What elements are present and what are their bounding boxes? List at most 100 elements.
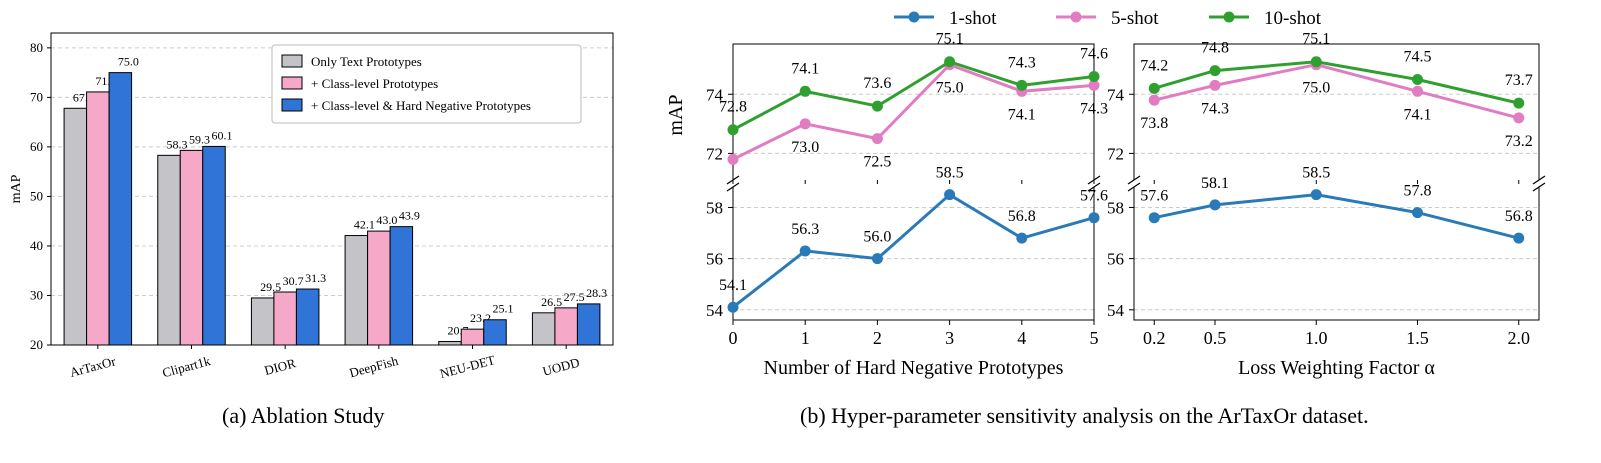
y-tick-label: 30 [30,287,43,302]
data-label: 72.8 [719,99,747,116]
y-tick-label: 80 [30,40,43,55]
x-tick-label: 0.2 [1143,328,1166,348]
legend-entry: Only Text Prototypes [311,54,422,69]
y-tick-label: 58 [706,198,723,217]
x-tick-label: 4 [1017,328,1026,348]
data-label: 73.7 [1505,72,1533,89]
legend-entry: 5-shot [1111,8,1159,29]
legend-box [271,44,582,124]
series-point [727,153,739,165]
data-label: 56.8 [1505,208,1533,225]
axis-break-mark [1532,175,1546,185]
bar-1 [438,341,462,346]
data-label: 74.1 [1404,106,1432,123]
data-label: 54.1 [719,277,747,294]
x-tick-label: NEU-DET [438,352,496,381]
x-tick-label: DeepFish [348,353,400,381]
data-label: 74.5 [1404,48,1432,65]
data-label: 75.0 [936,80,964,97]
y-tick-label: 60 [30,139,43,154]
legend-marker [1070,11,1082,23]
series-point [1148,82,1160,94]
y-tick-label: 40 [30,238,43,253]
series-point [1310,56,1322,68]
y-tick-label: 20 [30,337,43,352]
series-point [1513,97,1525,109]
legend-swatch [281,76,303,90]
bar-value-label: 28.3 [586,286,607,300]
data-label: 73.0 [791,139,819,156]
lower-axes-frame [732,187,1095,321]
axis-break-mark [1532,182,1546,192]
data-label: 56.0 [863,229,891,246]
data-label: 58.5 [1302,165,1330,182]
bar-3 [483,319,507,346]
series-point [1088,71,1100,83]
series-point [1412,85,1423,97]
series-point [1412,73,1423,85]
data-label: 74.6 [1080,46,1108,63]
series-point [871,100,883,112]
bar-1 [63,107,88,346]
series-point [727,301,739,313]
series-point [944,56,956,68]
data-label: 75.0 [1302,80,1330,97]
data-label: 58.5 [936,165,964,182]
ablation-chart: 20304050607080mAP67.871.175.0ArTaxOr58.3… [9,32,614,381]
series-line-1 [732,192,1095,309]
series-point [1310,189,1322,201]
data-label: 74.1 [791,60,819,77]
bar-value-label: 75.0 [118,55,139,69]
x-axis-label: Number of Hard Negative Prototypes [764,357,1064,379]
bar-1 [157,154,181,346]
x-tick-label: 3 [945,328,954,348]
y-tick-label: 54 [706,301,724,320]
x-tick-label: ArTaxOr [68,353,118,380]
data-label: 56.3 [791,221,819,238]
bar-value-label: 58.3 [167,137,188,151]
upper-axes-frame [1133,43,1540,180]
y-tick-label: 72 [706,144,723,163]
x-tick-label: 2.0 [1508,328,1531,348]
series-line-2 [732,62,1095,161]
x-tick-label: DIOR [263,355,298,378]
caption-a: (a) Ablation Study [222,403,385,428]
caption-b: (b) Hyper-parameter sensitivity analysis… [800,403,1369,428]
bar-1 [250,297,275,346]
alpha-panel: 72 74 54 56 58 0.2 0.5 1.0 1.5 2.0 Loss Weighting … [1107,31,1546,379]
x-tick-label: UODD [541,355,581,379]
x-tick-label: 0.5 [1204,328,1227,348]
data-label: 57.6 [1140,188,1168,205]
plot-frame [50,32,614,346]
series-point [1209,79,1221,91]
bar-3 [202,145,226,346]
data-label: 75.1 [936,31,964,48]
series-point [1513,232,1525,244]
bar-value-label: 59.3 [189,132,210,146]
legend-swatch [281,54,303,68]
bar-value-label: 25.1 [493,302,514,316]
series-point [799,85,811,97]
series-line-3 [1153,60,1520,105]
series-point [871,133,883,145]
y-tick-label: 70 [30,89,43,104]
series-point [1209,199,1221,211]
series-point [1209,65,1221,77]
legend-entry: + Class-level & Hard Negative Prototypes [311,98,531,113]
axis-break-mark [1127,182,1141,192]
x-tick-label: 0 [729,328,738,348]
y-axis-label: mAP [9,174,24,203]
data-label: 74.1 [1008,106,1036,123]
y-tick-label: 56 [706,250,723,269]
axis-break-mark [726,182,740,192]
legend-marker [1223,11,1235,23]
axis-break-mark [1087,182,1101,192]
x-tick-label: Clipart1k [161,353,213,380]
data-label: 56.8 [1008,208,1036,225]
data-label: 74.3 [1201,100,1229,117]
y-tick-label: 74 [1107,85,1125,104]
bar-2 [554,307,578,346]
x-tick-label: 1.5 [1406,328,1429,348]
bar-3 [576,303,601,346]
